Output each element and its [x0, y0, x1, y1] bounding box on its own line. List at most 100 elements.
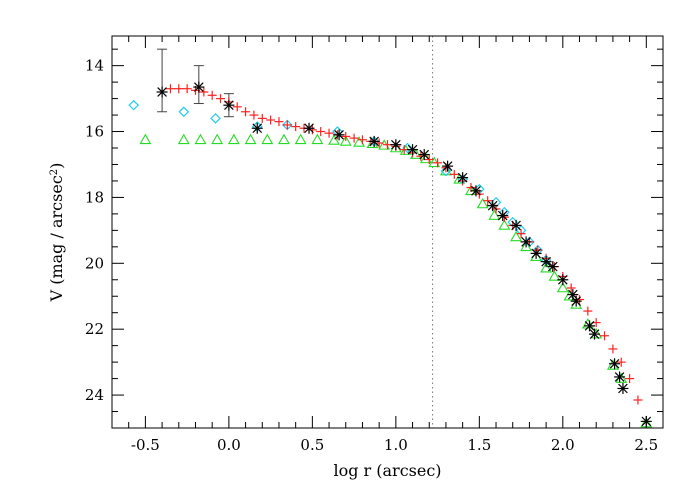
triangle-point	[339, 135, 352, 146]
plus-point	[349, 133, 359, 143]
y-axis-label: V (mag / arcsec2)	[47, 163, 66, 303]
plus-point	[257, 113, 267, 123]
asterisk-point	[510, 219, 522, 231]
triangle-point	[428, 156, 441, 168]
x-tick-label: 0.0	[217, 436, 241, 454]
x-tick-label: 2.0	[551, 436, 575, 454]
plus-point	[291, 122, 301, 132]
plus-point	[266, 115, 276, 125]
y-axis-label-prefix: V (mag / arcsec	[47, 175, 66, 302]
asterisk-point	[442, 160, 454, 172]
triangle-point	[353, 136, 366, 147]
plus-point	[424, 155, 434, 165]
plus-point	[357, 135, 367, 145]
plus-point	[625, 374, 635, 384]
triangle-point	[498, 219, 511, 230]
y-tick-label: 16	[85, 123, 104, 141]
diamond-point	[210, 113, 221, 124]
plus-point	[449, 169, 459, 179]
plus-point	[216, 94, 226, 104]
asterisk-point	[614, 371, 626, 383]
plus-point	[241, 107, 251, 117]
plus-point	[616, 357, 626, 367]
asterisk-point	[407, 144, 419, 156]
plus-point	[483, 196, 493, 206]
diamond-point	[128, 99, 140, 111]
plus-point	[199, 87, 209, 97]
triangle-point	[278, 133, 290, 145]
plus-point	[608, 344, 618, 354]
x-tick-label: 0.5	[300, 436, 324, 454]
triangle-point	[556, 281, 569, 293]
asterisk-point	[547, 261, 559, 273]
asterisk-point	[530, 247, 542, 259]
x-tick-label: 1.0	[384, 436, 408, 454]
x-tick-label: -0.5	[131, 436, 160, 454]
asterisk-point	[333, 129, 345, 141]
asterisk-point	[193, 81, 205, 93]
plus-point	[633, 395, 643, 405]
asterisk-point	[251, 122, 263, 134]
plus-point	[341, 131, 351, 141]
plus-point	[249, 110, 259, 120]
plot-area	[128, 36, 653, 428]
triangle-point	[328, 134, 341, 145]
triangle-point	[211, 133, 224, 145]
axes: -0.5 0.0 0.5 1.0 1.5 2.0 2.5 14 16 18 20 22 24	[85, 35, 664, 454]
plus-point	[583, 306, 593, 316]
asterisk-point	[223, 99, 235, 111]
asterisk-point	[570, 295, 582, 307]
plus-point	[182, 84, 192, 94]
plus-point	[324, 128, 334, 138]
asterisk-point	[557, 274, 569, 286]
y-tick-label: 20	[85, 254, 104, 272]
triangle-point	[409, 148, 422, 159]
plus-point	[516, 229, 526, 239]
x-tick-label: 1.5	[467, 436, 491, 454]
asterisk-point	[303, 122, 315, 134]
plus-point	[165, 84, 175, 94]
plus-point	[433, 158, 443, 168]
y-axis-label-superscript: 2	[49, 169, 60, 175]
asterisk-point	[457, 172, 469, 184]
diamond-point	[178, 106, 190, 118]
x-axis-label: log r (arcsec)	[333, 461, 441, 480]
plus-point	[316, 127, 326, 137]
asterisk-point	[418, 149, 430, 161]
plot-frame	[111, 35, 664, 429]
x-tick-label: 2.5	[634, 436, 658, 454]
diamond-point	[440, 165, 452, 177]
y-tick-label: 18	[85, 188, 104, 206]
asterisk-point	[497, 210, 509, 222]
asterisk-point	[617, 382, 629, 394]
asterisk-point	[390, 139, 402, 151]
triangle-point	[194, 133, 207, 145]
y-tick-label: 22	[85, 320, 104, 338]
asterisk-point	[520, 236, 532, 248]
plus-point	[566, 283, 576, 293]
y-axis-label-suffix: )	[47, 163, 66, 169]
plus-point	[232, 102, 242, 112]
asterisk-point	[470, 185, 482, 197]
asterisk-point	[487, 200, 499, 212]
triangle-point	[227, 133, 240, 145]
triangle-point	[476, 197, 489, 209]
triangle-point	[488, 209, 501, 220]
triangle-point	[244, 133, 257, 145]
triangle-point	[548, 270, 561, 281]
plus-point	[274, 117, 284, 127]
y-tick-label: 14	[85, 57, 104, 75]
y-tick-label: 24	[85, 386, 104, 404]
asterisk-point	[368, 135, 380, 147]
plus-point	[207, 90, 217, 100]
triangle-point	[510, 230, 523, 242]
triangle-point	[261, 133, 274, 145]
asterisk-point	[589, 328, 601, 340]
asterisk-point	[156, 86, 168, 98]
plus-point	[282, 120, 292, 130]
triangle-point	[177, 133, 190, 145]
triangle-point	[465, 184, 477, 196]
triangle-point	[311, 133, 324, 145]
asterisk-point	[540, 256, 552, 268]
